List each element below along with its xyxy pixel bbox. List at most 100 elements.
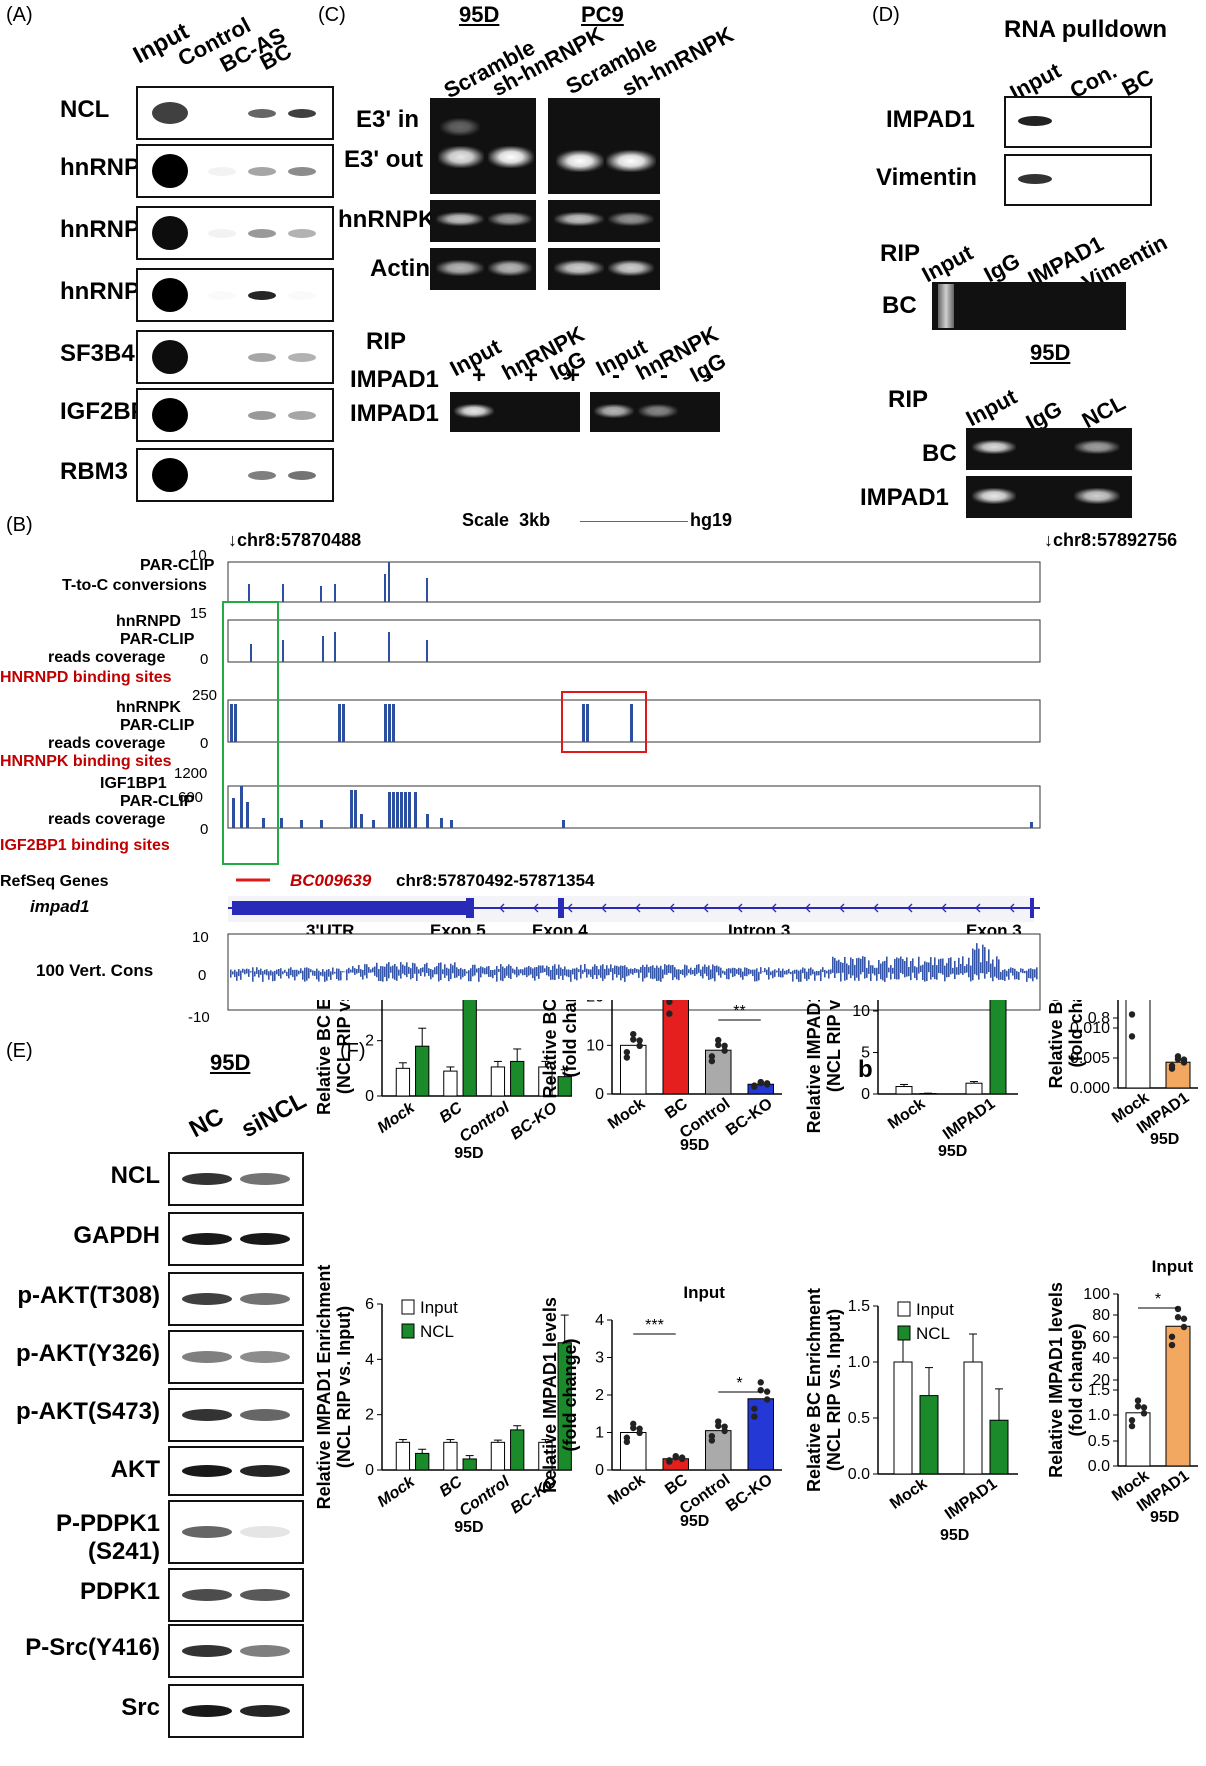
- bar: [510, 1429, 525, 1471]
- cons-bar: [668, 964, 670, 973]
- blot-band: [182, 1645, 232, 1657]
- signal-peak: [334, 584, 336, 602]
- blot-band: [182, 1351, 232, 1363]
- data-point: [630, 1036, 637, 1043]
- track-title: IGF1BP1: [100, 775, 167, 792]
- cons-bar: [272, 971, 274, 982]
- panel-d-label: (D): [872, 4, 900, 26]
- data-point: [721, 1042, 728, 1050]
- cons-bar: [500, 964, 502, 981]
- cons-bar: [808, 968, 810, 980]
- panel-b-label: (B): [6, 514, 33, 536]
- cons-bar: [418, 969, 420, 974]
- cons-bar: [318, 970, 320, 982]
- cons-bar: [360, 969, 362, 977]
- cons-bar: [826, 970, 828, 974]
- x-tick-label: Control: [457, 1473, 514, 1520]
- cons-bar: [250, 971, 252, 973]
- y-tick: 0: [200, 735, 208, 752]
- cons-bar: [726, 968, 728, 980]
- cons-bar: [978, 948, 980, 980]
- signal-peak: [354, 790, 357, 828]
- cons-bar: [534, 967, 536, 981]
- signal-peak: [320, 586, 322, 602]
- data-point: [715, 1418, 722, 1425]
- cons-bar: [994, 966, 996, 977]
- cons-bar: [700, 969, 702, 977]
- bc-gene-label: BC009639: [290, 871, 372, 890]
- blot-band: [288, 108, 316, 118]
- cons-bar: [538, 965, 540, 979]
- track-title: PAR-CLIP: [140, 557, 215, 574]
- bar: [620, 1432, 647, 1471]
- x-tick-label: Mock: [885, 1095, 928, 1132]
- blot-gapdh: [168, 1212, 304, 1266]
- blot-band: [208, 291, 236, 300]
- cons-bar: [530, 967, 532, 975]
- pulldown-title: RNA pulldown: [1004, 16, 1168, 43]
- bar: [895, 1086, 913, 1095]
- cons-bar: [290, 967, 292, 976]
- cons-bar: [456, 967, 458, 978]
- panel-e-label: (E): [6, 1040, 33, 1062]
- data-point: [757, 1379, 764, 1386]
- cons-bar: [904, 961, 906, 978]
- cell-line-95d: 95D: [210, 1050, 251, 1075]
- cons-bar: [254, 971, 256, 977]
- signal-peak: [404, 792, 407, 828]
- cons-bar: [520, 969, 522, 974]
- cons-bar: [576, 967, 578, 981]
- signal-peak: [388, 704, 391, 742]
- cons-bar: [710, 969, 712, 980]
- cons-bar: [868, 960, 870, 974]
- signal-peak: [630, 704, 633, 742]
- cons-bar: [870, 965, 872, 982]
- blot-p-akt-y326-: [168, 1330, 304, 1384]
- strand-arrow: [975, 903, 981, 913]
- bar: [538, 1441, 553, 1471]
- cons-bar: [414, 963, 416, 974]
- cons-bar: [400, 962, 402, 979]
- cons-bar: [974, 949, 976, 975]
- cons-label: 100 Vert. Cons: [36, 961, 153, 980]
- bar: [395, 1067, 411, 1097]
- cons-bar: [458, 969, 460, 976]
- cons-bar: [932, 965, 934, 978]
- cons-bar: [264, 969, 266, 975]
- cons-bar: [914, 966, 916, 978]
- cons-bar: [732, 967, 734, 978]
- gel-actin-pc9: [548, 248, 660, 290]
- legend-swatch-input: [401, 1299, 415, 1315]
- cons-bar: [918, 956, 920, 974]
- cons-bar: [578, 969, 580, 973]
- cons-bar: [684, 964, 686, 978]
- cons-bar: [462, 969, 464, 978]
- cons-bar: [772, 970, 774, 979]
- cons-bar: [1010, 967, 1012, 973]
- cons-bar: [326, 969, 328, 981]
- cons-bar: [650, 966, 652, 979]
- exon-5-block: [466, 898, 474, 918]
- blot-band: [288, 352, 316, 362]
- cons-bar: [1002, 969, 1004, 980]
- cons-bar: [776, 970, 778, 973]
- cons-bar: [956, 967, 958, 975]
- cons-bar: [422, 967, 424, 973]
- significance-label: ***: [645, 1317, 664, 1334]
- blot-band: [248, 166, 276, 176]
- cons-bar: [836, 960, 838, 974]
- x-tick-label: Mock: [375, 1473, 419, 1511]
- cons-bar: [244, 969, 246, 975]
- cons-bar: [234, 969, 236, 978]
- cons-bar: [598, 969, 600, 976]
- cons-bar: [960, 963, 962, 974]
- binding-sites-label: IGF2BP1 binding sites: [0, 837, 170, 854]
- cons-bar: [1032, 969, 1034, 982]
- cons-bar: [690, 967, 692, 975]
- cons-bar: [672, 964, 674, 981]
- y-tick-label: 5: [861, 1045, 870, 1062]
- data-point: [763, 1080, 771, 1087]
- blot-band: [182, 1465, 232, 1477]
- blot-band: [152, 102, 188, 124]
- cons-bar: [1018, 971, 1020, 980]
